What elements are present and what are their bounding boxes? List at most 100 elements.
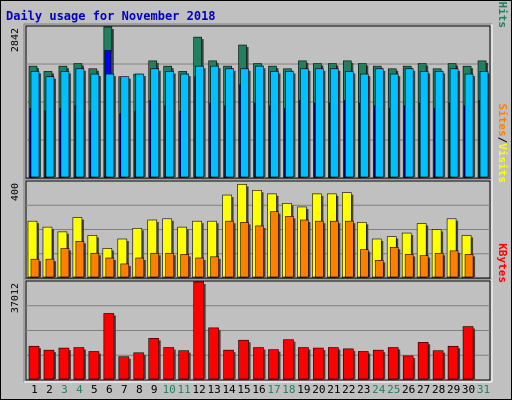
bar-middle-sites-12 <box>195 257 204 278</box>
bar-middle-sites-20 <box>315 220 324 278</box>
bar-middle-sites-2 <box>45 258 55 278</box>
bar-top-pages-2 <box>45 76 55 178</box>
x-tick-7: 7 <box>121 383 128 396</box>
bar-middle-sites-27 <box>419 255 429 278</box>
bar-top-pages-18 <box>285 71 294 178</box>
bar-top-pages-3 <box>60 71 70 178</box>
bar-bottom-kbytes-21 <box>328 347 339 380</box>
bar-bottom-kbytes-3 <box>58 347 70 380</box>
bar-bottom-kbytes-2 <box>43 349 55 380</box>
x-tick-28: 28 <box>432 383 445 396</box>
side-label-bottom-part-0: KBytes <box>496 243 509 283</box>
x-tick-31: 31 <box>477 383 490 396</box>
bar-top-pages-15 <box>240 68 249 178</box>
bar-top-pages-14 <box>225 68 234 178</box>
bar-middle-sites-22 <box>345 220 354 278</box>
x-tick-17: 17 <box>267 383 280 396</box>
bar-bottom-kbytes-15 <box>238 339 249 380</box>
bar-bottom-kbytes-16 <box>253 347 264 380</box>
bar-middle-sites-21 <box>330 220 339 278</box>
bar-bottom-kbytes-13 <box>208 327 219 380</box>
x-tick-26: 26 <box>402 383 415 396</box>
bar-middle-sites-15 <box>240 222 249 278</box>
bar-bottom-kbytes-27 <box>417 342 429 380</box>
bar-middle-sites-14 <box>225 220 234 278</box>
bar-bottom-kbytes-25 <box>387 347 399 380</box>
y-tick-bottom: 37012 <box>10 283 21 313</box>
bar-top-pages-5 <box>90 73 100 178</box>
bar-middle-sites-24 <box>374 260 384 278</box>
bar-middle-sites-19 <box>300 219 309 278</box>
bar-top-pages-12 <box>195 65 204 178</box>
x-tick-10: 10 <box>163 383 176 396</box>
bar-bottom-kbytes-12 <box>193 281 204 380</box>
bar-top-pages-30 <box>464 73 474 178</box>
x-tick-13: 13 <box>207 383 220 396</box>
x-tick-14: 14 <box>222 383 236 396</box>
side-label-middle-part-0: Sites <box>496 104 509 137</box>
bar-top-pages-17 <box>270 71 279 178</box>
bar-middle-sites-30 <box>464 254 474 278</box>
bar-top-pages-9 <box>150 68 160 178</box>
bar-top-pages-19 <box>300 68 309 178</box>
x-tick-2: 2 <box>46 383 53 396</box>
bar-top-pages-10 <box>165 71 175 178</box>
x-tick-21: 21 <box>327 383 340 396</box>
x-tick-25: 25 <box>387 383 400 396</box>
bar-bottom-kbytes-17 <box>268 349 279 380</box>
x-tick-18: 18 <box>282 383 295 396</box>
x-tick-20: 20 <box>312 383 325 396</box>
bar-middle-sites-5 <box>90 252 100 278</box>
x-tick-29: 29 <box>447 383 460 396</box>
x-tick-9: 9 <box>151 383 158 396</box>
bar-bottom-kbytes-19 <box>298 347 309 380</box>
x-tick-22: 22 <box>342 383 355 396</box>
bar-bottom-kbytes-30 <box>462 326 474 380</box>
bar-top-pages-26 <box>404 68 414 178</box>
bar-middle-sites-29 <box>449 250 459 278</box>
bar-middle-sites-23 <box>359 249 369 278</box>
bar-middle-sites-28 <box>434 252 444 278</box>
x-tick-6: 6 <box>106 383 113 396</box>
bar-bottom-kbytes-29 <box>447 345 459 380</box>
bar-bottom-kbytes-24 <box>372 349 384 380</box>
x-tick-12: 12 <box>193 383 206 396</box>
side-label-middle-part-1: / <box>496 137 509 144</box>
bar-bottom-kbytes-28 <box>432 350 444 380</box>
bar-top-pages-31 <box>479 71 489 178</box>
x-tick-1: 1 <box>31 383 38 396</box>
bar-bottom-kbytes-4 <box>73 347 85 380</box>
bar-top-pages-23 <box>359 73 369 178</box>
bar-middle-sites-26 <box>404 254 414 278</box>
bar-bottom-kbytes-7 <box>118 356 130 380</box>
bar-bottom-kbytes-5 <box>88 351 100 380</box>
x-tick-27: 27 <box>417 383 430 396</box>
bar-middle-sites-3 <box>60 248 70 278</box>
bar-middle-sites-25 <box>389 247 399 278</box>
bar-bottom-kbytes-20 <box>313 347 324 380</box>
y-tick-top: 2842 <box>10 28 21 52</box>
bar-top-pages-6 <box>105 73 115 178</box>
bar-top-pages-28 <box>434 71 444 178</box>
y-tick-middle: 400 <box>10 183 21 201</box>
x-tick-11: 11 <box>178 383 191 396</box>
bar-bottom-kbytes-18 <box>283 339 294 380</box>
bar-top-pages-29 <box>449 68 459 178</box>
side-label-middle: Sites/Visits <box>496 104 509 184</box>
bar-bottom-kbytes-22 <box>343 348 354 380</box>
x-tick-5: 5 <box>91 383 98 396</box>
bar-middle-sites-17 <box>270 211 279 278</box>
bar-bottom-kbytes-8 <box>133 352 145 380</box>
side-label-top: Pages/Files/Hits <box>496 0 509 28</box>
bar-middle-sites-16 <box>255 225 264 278</box>
side-label-top-part-3: / <box>496 0 509 2</box>
bar-bottom-kbytes-6 <box>103 313 115 380</box>
bar-bottom-kbytes-1 <box>28 345 40 380</box>
bar-middle-sites-7 <box>120 263 130 278</box>
bar-bottom-kbytes-14 <box>223 349 234 380</box>
bar-bottom-kbytes-9 <box>148 338 160 380</box>
bar-top-pages-13 <box>210 65 219 178</box>
bar-top-pages-20 <box>315 68 324 178</box>
bar-middle-sites-9 <box>150 252 160 278</box>
